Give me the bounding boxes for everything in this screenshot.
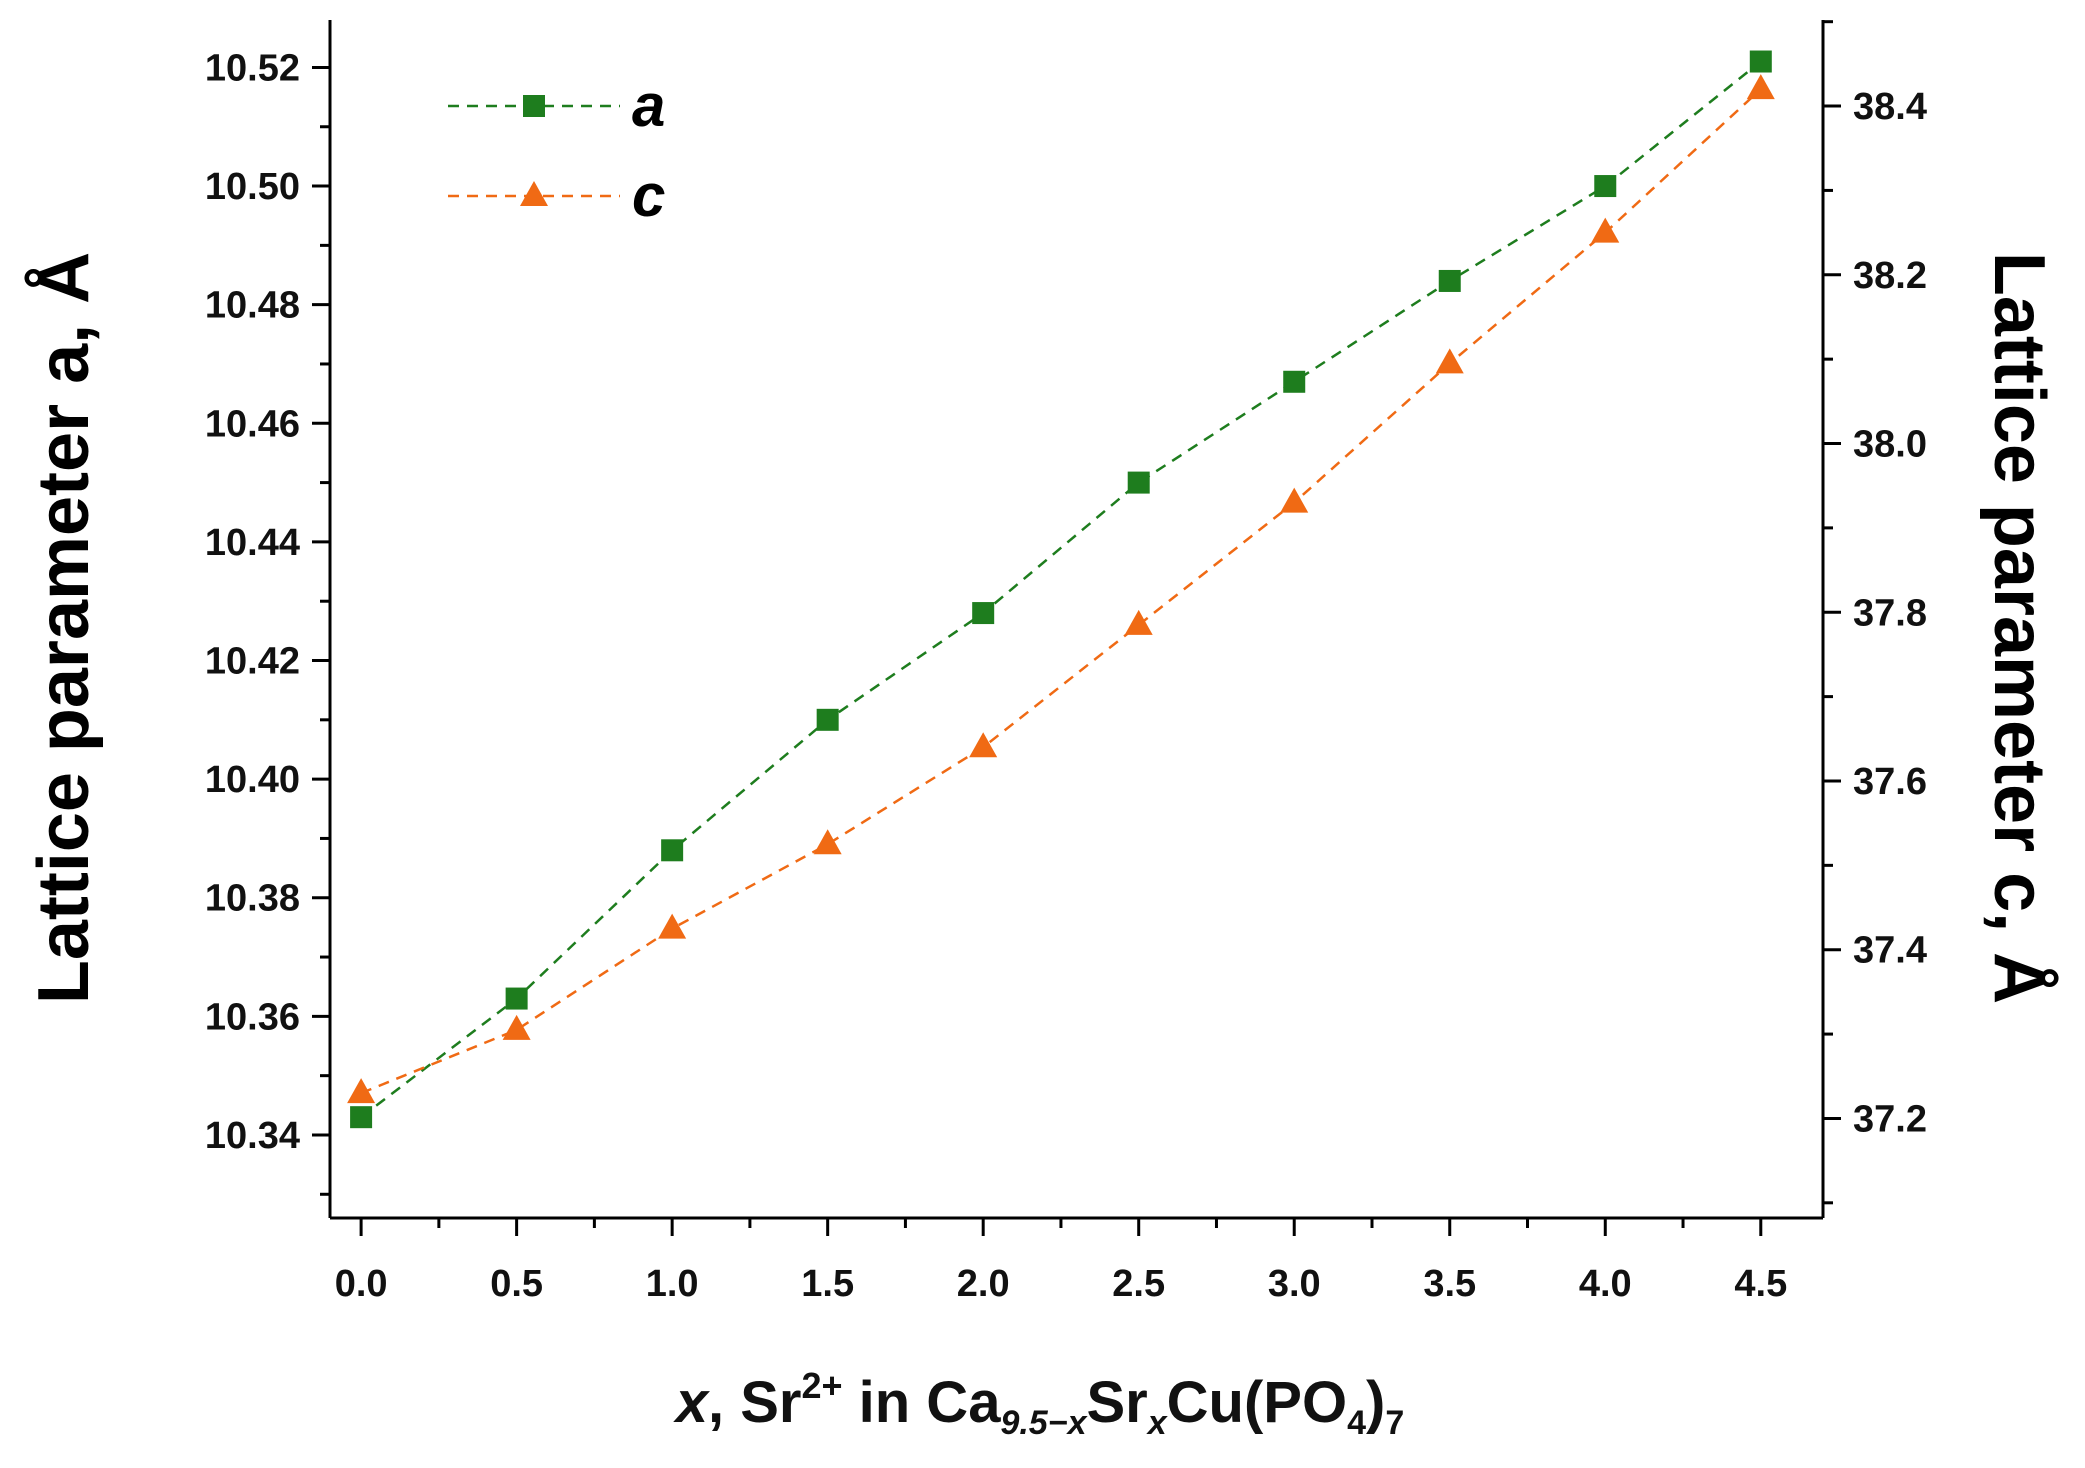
y-right-tick-label: 37.2 [1853, 1098, 1927, 1140]
x-title-sup: 2+ [801, 1365, 842, 1406]
data-point-c [969, 732, 998, 758]
x-tick-label: 2.5 [1112, 1263, 1165, 1305]
x-tick-label: 1.0 [646, 1263, 699, 1305]
y-left-tick-label: 10.52 [205, 47, 300, 89]
x-title-part1: , Sr [708, 1370, 802, 1435]
legend-label-a: a [632, 72, 665, 139]
data-point-c [347, 1078, 376, 1104]
y-right-tick-label: 37.6 [1853, 761, 1927, 803]
x-tick-label: 0.0 [335, 1263, 388, 1305]
x-tick-label: 0.5 [490, 1263, 543, 1305]
y-left-tick-label: 10.44 [205, 522, 300, 564]
data-point-a [1438, 269, 1461, 292]
legend: ac [448, 72, 665, 229]
data-point-c [1124, 609, 1153, 635]
data-point-a [661, 839, 684, 862]
y-right-tick-label: 38.0 [1853, 424, 1927, 466]
data-point-c [502, 1014, 531, 1040]
y-left-tick-label: 10.46 [205, 403, 300, 445]
axes: 0.0 0.5 1.0 1.5 2.0 2.5 3.0 3.5 4.0 4.5 10.34 10.36… [205, 20, 1927, 1305]
x-tick-label: 1.5 [801, 1263, 854, 1305]
data-point-c [1280, 487, 1309, 513]
data-point-a [1127, 471, 1150, 494]
x-tick-label: 4.5 [1734, 1263, 1787, 1305]
legend-label-c: c [632, 162, 665, 229]
data-point-a [1749, 50, 1772, 73]
series-line-a [360, 60, 1762, 1119]
x-tick-label: 3.5 [1423, 1263, 1476, 1305]
y-right-tick-label: 38.4 [1853, 86, 1927, 128]
data-point-c [1435, 348, 1464, 374]
x-title-part4: Cu(PO [1167, 1370, 1347, 1435]
x-title-sub2: x [1146, 1404, 1169, 1442]
x-title-part5: ) [1366, 1370, 1385, 1435]
x-tick-label: 2.0 [957, 1263, 1010, 1305]
data-point-c [1591, 217, 1620, 243]
series-layer [347, 50, 1775, 1129]
x-title-sub4: 7 [1385, 1404, 1404, 1442]
legend-marker-c [520, 181, 548, 206]
y-left-tick-label: 10.50 [205, 166, 300, 208]
y-right-axis-title: Lattice parameter c, Å [1979, 252, 2059, 1004]
data-point-c [658, 913, 687, 939]
y-right-tick-label: 38.2 [1853, 255, 1927, 297]
data-point-a [972, 602, 995, 625]
data-point-a [350, 1106, 373, 1129]
y-left-axis-title: Lattice parameter a, Å [24, 252, 104, 1004]
y-left-tick-label: 10.36 [205, 996, 300, 1038]
x-axis-title: x, Sr2+ in Ca9.5−xSrxCu(PO4)7 [673, 1365, 1405, 1442]
x-title-italic-x: x [673, 1370, 711, 1435]
x-tick-label: 4.0 [1579, 1263, 1632, 1305]
data-point-c [1746, 74, 1775, 100]
x-title-part3: Sr [1086, 1370, 1147, 1435]
x-title-sub1: 9.5−x [1000, 1404, 1088, 1442]
data-point-a [505, 987, 528, 1010]
x-title-part2: in Ca [843, 1370, 1002, 1435]
legend-marker-a [523, 95, 545, 117]
data-point-a [1594, 175, 1617, 198]
data-point-c [813, 829, 842, 855]
y-left-tick-label: 10.34 [205, 1115, 300, 1157]
data-point-a [1283, 370, 1306, 393]
x-title-sub3: 4 [1347, 1404, 1366, 1442]
y-left-tick-label: 10.38 [205, 878, 300, 920]
data-point-a [816, 708, 839, 731]
y-left-tick-label: 10.42 [205, 641, 300, 683]
y-right-tick-label: 37.8 [1853, 592, 1927, 634]
y-left-tick-label: 10.48 [205, 285, 300, 327]
y-right-tick-label: 37.4 [1853, 930, 1927, 972]
y-left-tick-label: 10.40 [205, 759, 300, 801]
series-line-c [360, 88, 1762, 1095]
x-tick-label: 3.0 [1268, 1263, 1321, 1305]
